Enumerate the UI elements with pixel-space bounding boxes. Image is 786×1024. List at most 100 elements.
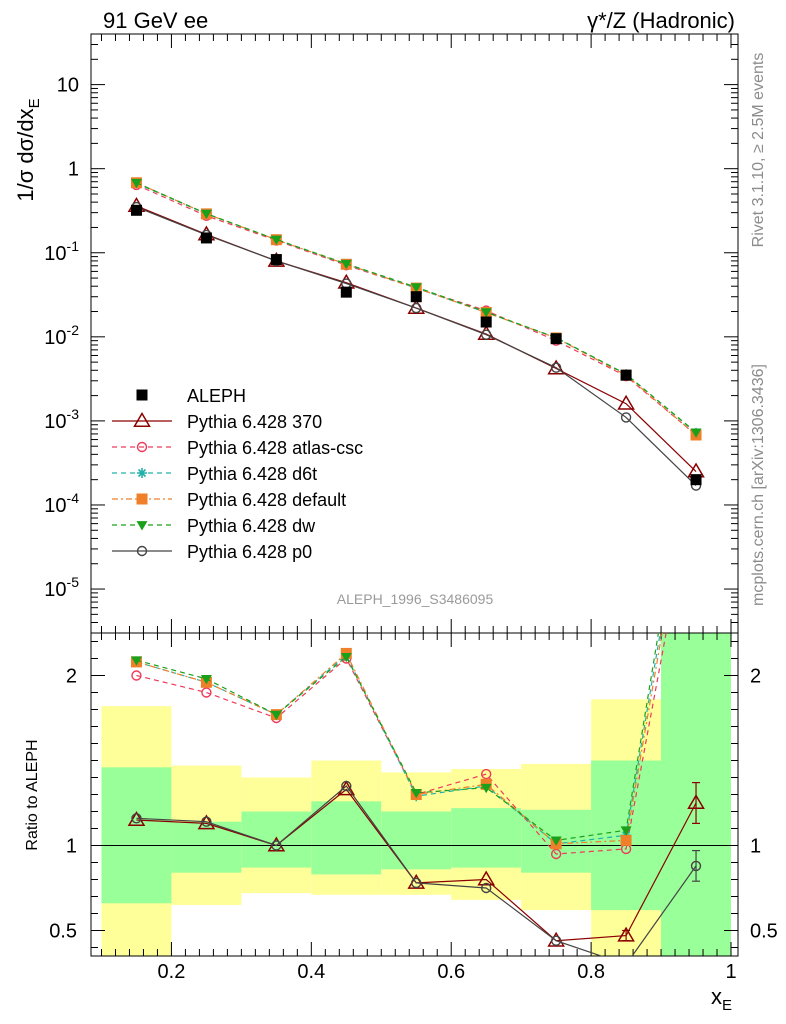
main-y-tick-label: 1 — [68, 159, 79, 181]
main-point-p0 — [620, 412, 632, 423]
ratio-point-p0 — [690, 860, 702, 872]
ratio-point-dw — [550, 836, 562, 846]
ratio-point-dw — [410, 788, 422, 799]
legend-label-default: Pythia 6.428 default — [187, 490, 346, 510]
ratio-y-tick-label: 2 — [66, 666, 77, 688]
ratio-band-green-5 — [451, 808, 522, 868]
main-point-p370 — [617, 394, 635, 410]
ratio-series-line-default — [136, 633, 663, 845]
header-left-label: 91 GeV ee — [103, 8, 208, 33]
legend-label-atlas: Pythia 6.428 atlas-csc — [187, 438, 363, 458]
main-point-p370 — [547, 359, 565, 375]
ratio-point-p0 — [341, 780, 352, 792]
ratio-point-atlas — [550, 848, 562, 860]
main-y-tick-label: 10-2 — [44, 322, 79, 349]
legend-marker-dw — [136, 521, 148, 531]
ratio-point-dw — [340, 652, 352, 663]
ratio-y-axis-label: Ratio to ALEPH — [24, 739, 41, 850]
side-label-mcplots: mcplots.cern.ch [arXiv:1306.3436] — [750, 364, 767, 606]
main-point-aleph — [410, 291, 422, 303]
ratio-point-p0 — [131, 813, 142, 824]
legend-marker-d6t — [137, 468, 147, 478]
main-y-axis-label-text: 1/σ dσ/dxE — [13, 98, 43, 201]
ratio-point-dw — [200, 675, 212, 685]
header-right-label: γ*/Z (Hadronic) — [587, 8, 735, 33]
ratio-y-tick-label-right: 1 — [750, 836, 761, 858]
ratio-y-tick-label-right: 2 — [750, 666, 761, 688]
ratio-band-green-0 — [101, 767, 172, 904]
main-point-dw — [270, 235, 282, 245]
main-point-dw — [690, 428, 702, 438]
main-point-dw — [130, 178, 142, 189]
ratio-point-dw — [270, 710, 282, 721]
legend-label-d6t: Pythia 6.428 d6t — [187, 464, 317, 484]
main-point-aleph — [690, 474, 702, 486]
main-point-aleph — [620, 369, 632, 381]
ratio-band-green-2 — [241, 811, 312, 868]
main-point-p0 — [550, 362, 562, 373]
ratio-point-p370 — [617, 926, 635, 942]
ratio-point-p370 — [477, 870, 496, 886]
legend-marker-default — [136, 493, 148, 505]
main-y-axis-label: 1/σ dσ/dxE — [13, 98, 43, 201]
main-y-tick-label: 10 — [57, 75, 79, 97]
x-tick-label: 0.8 — [577, 961, 605, 983]
ratio-y-tick-label: 1 — [66, 836, 77, 858]
main-point-aleph — [480, 316, 492, 328]
side-label-rivet: Rivet 3.1.10, ≥ 2.5M events — [750, 53, 767, 248]
ratio-point-atlas — [131, 670, 142, 681]
main-point-dw — [480, 308, 492, 318]
main-point-dw — [410, 283, 422, 293]
main-point-dw — [340, 259, 352, 270]
main-plot-area — [127, 177, 705, 491]
ratio-point-atlas — [480, 768, 492, 780]
ratio-point-p0 — [622, 960, 631, 969]
legend-marker-atlas — [136, 441, 148, 453]
ratio-band-green-3 — [311, 801, 382, 875]
main-point-aleph — [130, 204, 142, 216]
x-axis-label-text: xE — [711, 984, 732, 1014]
ratio-point-p370 — [197, 814, 216, 830]
x-tick-label: 1 — [725, 961, 736, 983]
main-point-aleph — [550, 333, 562, 345]
main-point-aleph — [200, 232, 212, 244]
ratio-plot-area — [127, 416, 705, 969]
ratio-point-d6t — [691, 416, 701, 426]
main-point-aleph — [340, 286, 352, 298]
ratio-point-p0 — [480, 882, 492, 894]
legend-marker-p0 — [136, 545, 148, 557]
ratio-point-p0 — [411, 877, 422, 889]
legend: ALEPH Pythia 6.428 370 Pythia 6.428 atlas-… — [112, 386, 363, 562]
ratio-point-atlas — [201, 687, 212, 698]
main-point-p0 — [411, 302, 422, 314]
main-axes: 10 1 10-1 10-2 10-3 10-4 10-5 — [44, 33, 738, 634]
x-axis-label: xE — [711, 984, 732, 1014]
ratio-point-p0 — [201, 816, 212, 827]
main-point-aleph — [270, 254, 282, 266]
legend-label-aleph: ALEPH — [187, 386, 246, 406]
ratio-point-default — [620, 834, 632, 846]
ratio-axes: 0.5 0.5 1 1 2 2 0.2 0.4 0.6 0.8 1 — [49, 633, 778, 983]
main-y-tick-label: 10-4 — [44, 490, 79, 517]
legend-marker-aleph — [136, 389, 148, 401]
main-y-tick-label: 10-1 — [44, 238, 79, 265]
x-tick-label: 0.4 — [297, 961, 325, 983]
ratio-band-green-4 — [381, 811, 452, 870]
ratio-point-p0 — [271, 840, 282, 851]
ratio-uncertainty-bands — [101, 633, 732, 956]
ratio-point-p0 — [550, 935, 562, 946]
ratio-point-dw — [130, 656, 142, 666]
ratio-y-tick-label: 0.5 — [49, 921, 77, 943]
main-y-tick-label: 10-3 — [44, 406, 79, 433]
ratio-y-tick-label-right: 0.5 — [750, 921, 778, 943]
ratio-point-p370 — [687, 794, 705, 809]
legend-label-p370: Pythia 6.428 370 — [187, 412, 322, 432]
legend-label-dw: Pythia 6.428 dw — [187, 516, 316, 536]
ratio-point-p370 — [547, 931, 565, 947]
ratio-series-line-p0 — [136, 785, 697, 956]
main-y-tick-label: 10-5 — [44, 574, 79, 601]
legend-marker-p370 — [133, 412, 151, 427]
main-point-p0 — [480, 329, 492, 340]
main-point-p370 — [407, 299, 426, 315]
